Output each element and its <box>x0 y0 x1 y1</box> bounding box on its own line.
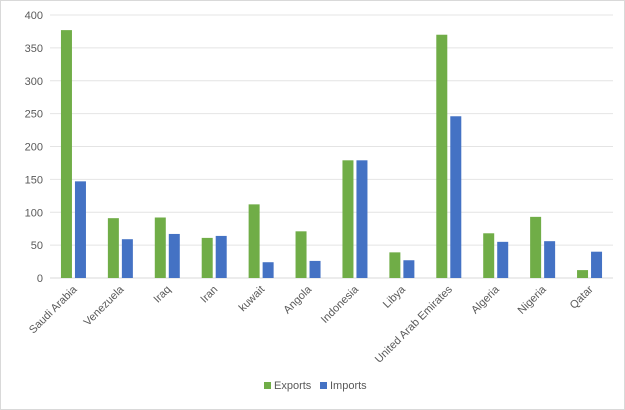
x-tick-label: United Arab Emirates <box>373 283 455 365</box>
bar-imports <box>497 241 509 278</box>
x-tick-label: Indonesia <box>319 283 362 326</box>
legend-swatch-imports <box>320 382 327 389</box>
legend-swatch-exports <box>264 382 271 389</box>
x-tick-label: Nigeria <box>516 283 550 317</box>
bar-exports <box>483 233 495 278</box>
bar-imports <box>403 260 415 278</box>
legend: Exports Imports <box>264 380 367 392</box>
bar-imports <box>450 116 462 278</box>
y-tick-label: 0 <box>37 273 43 285</box>
x-axis: Saudi Arabia Venezuela Iraq Iran kuwait Angol… <box>27 283 596 366</box>
y-tick-label: 250 <box>25 109 43 121</box>
y-tick-label: 150 <box>25 174 43 186</box>
bar-imports <box>591 251 603 278</box>
bar-exports <box>436 34 448 278</box>
x-tick-label: kuwait <box>237 284 268 315</box>
bar-exports <box>60 30 72 279</box>
bar-imports <box>356 160 368 278</box>
bar-exports <box>248 204 260 278</box>
bar-exports <box>201 237 213 278</box>
bar-imports <box>168 233 180 278</box>
bar-imports <box>309 260 321 278</box>
legend-label-imports: Imports <box>330 380 367 392</box>
y-tick-label: 100 <box>25 207 43 219</box>
x-tick-label: Qatar <box>568 283 596 311</box>
bar-imports <box>121 239 133 278</box>
y-tick-label: 300 <box>25 76 43 88</box>
bar-imports <box>215 235 227 278</box>
bar-exports <box>389 252 401 278</box>
x-tick-label: Iran <box>198 284 220 306</box>
x-tick-label: Libya <box>381 283 409 311</box>
bars <box>60 30 603 279</box>
x-tick-label: Iraq <box>152 284 174 306</box>
x-tick-label: Algeria <box>469 283 502 316</box>
bar-imports <box>262 262 274 278</box>
y-tick-label: 200 <box>25 142 43 154</box>
y-axis: 0 50 100 150 200 250 300 350 400 <box>25 10 43 285</box>
x-tick-label: Saudi Arabia <box>27 283 80 336</box>
bar-imports <box>544 241 556 278</box>
y-tick-label: 400 <box>25 10 43 22</box>
x-tick-label: Angola <box>281 283 314 316</box>
bar-exports <box>577 270 589 278</box>
bar-exports <box>295 231 307 278</box>
bar-exports <box>342 160 354 278</box>
legend-label-exports: Exports <box>274 380 312 392</box>
y-tick-label: 50 <box>31 240 43 252</box>
bar-exports <box>530 216 542 278</box>
y-tick-label: 350 <box>25 43 43 55</box>
x-tick-label: Venezuela <box>82 283 127 328</box>
bar-exports <box>107 218 119 278</box>
bar-exports <box>154 217 166 278</box>
gridlines <box>50 14 613 279</box>
bar-imports <box>74 181 86 278</box>
